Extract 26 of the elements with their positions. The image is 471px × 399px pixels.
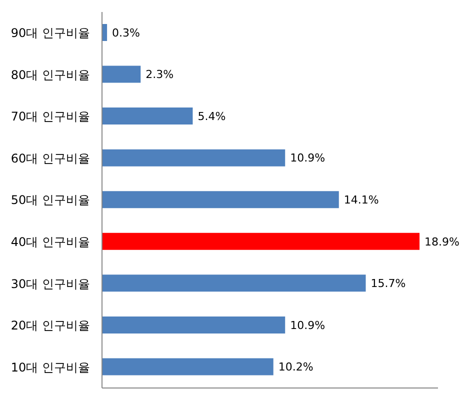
bar [102,108,193,125]
data-label: 5.4% [198,110,226,123]
data-label: 10.9% [290,152,326,165]
y-tick-label: 30대 인구비율 [10,276,90,291]
bar [102,66,141,83]
bar [102,191,339,208]
data-label: 0.3% [112,26,140,40]
y-tick-label: 20대 인구비율 [10,318,90,333]
bar [102,316,286,334]
y-tick-label: 70대 인구비율 [10,110,90,124]
data-label: 10.9% [290,318,326,332]
bar [102,274,366,292]
y-tick-label: 90대 인구비율 [10,26,90,40]
y-tick-label: 50대 인구비율 [10,193,90,208]
y-tick-label: 60대 인구비율 [10,151,90,166]
bar [102,358,274,376]
data-label: 10.2% [278,360,314,374]
bar [102,149,286,166]
bar [102,232,420,250]
y-tick-label: 40대 인구비율 [10,234,90,249]
data-label: 15.7% [370,277,406,290]
y-tick-label: 80대 인구비율 [10,68,90,82]
data-label: 14.1% [344,194,379,207]
data-label: 18.9% [424,235,460,248]
y-tick-label: 10대 인구비율 [10,360,90,374]
data-label: 2.3% [146,68,174,82]
